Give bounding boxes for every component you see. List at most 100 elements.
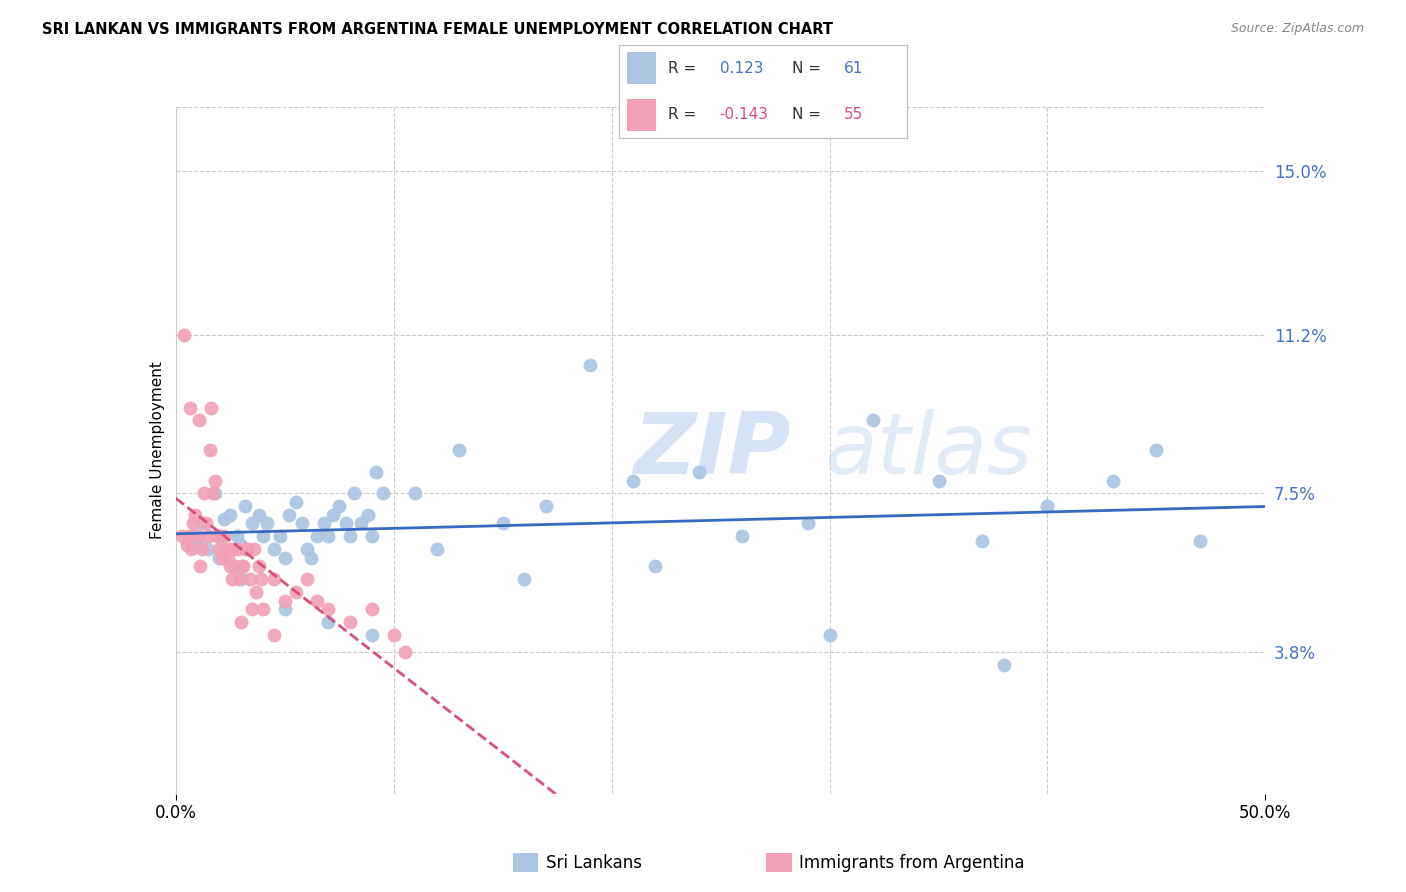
Point [818,628,841,642]
Text: Source: ZipAtlas.com: Source: ZipAtlas.com [1230,22,1364,36]
Point [193,486,215,500]
Point [426,542,449,557]
Point [197,529,219,543]
Text: atlas: atlas [824,409,1032,492]
Point [225,542,247,557]
Text: N =: N = [792,61,825,76]
Text: 0.123: 0.123 [720,61,763,76]
Point [181,516,204,531]
Point [212,529,235,543]
Text: Immigrants from Argentina: Immigrants from Argentina [799,854,1024,871]
Point [204,486,226,500]
Point [228,572,250,586]
Point [177,529,200,543]
Point [299,550,322,565]
Point [184,508,207,522]
Point [180,542,202,557]
Point [295,542,318,557]
Point [231,538,253,552]
Point [312,516,335,531]
Point [356,508,378,522]
Point [249,572,271,586]
Point [534,500,557,514]
Point [361,628,384,642]
Point [172,529,194,543]
Point [191,542,214,557]
Point [405,486,427,500]
Point [274,550,297,565]
Point [579,358,602,372]
Point [394,645,416,659]
Point [688,465,710,479]
Point [256,516,278,531]
Point [366,465,388,479]
Point [239,572,262,586]
Point [318,602,340,616]
Point [284,585,307,599]
Point [205,529,228,543]
Point [231,615,253,630]
Point [240,516,263,531]
Point [208,550,231,565]
Point [371,486,394,500]
Text: -0.143: -0.143 [720,107,769,122]
Point [217,550,239,565]
Point [198,443,221,458]
Point [208,542,231,557]
Point [225,529,247,543]
Point [269,529,291,543]
Bar [627,99,657,131]
Point [797,516,820,531]
Point [186,529,209,543]
Point [187,413,209,427]
Point [328,500,350,514]
Text: 61: 61 [844,61,863,76]
Point [245,585,267,599]
Point [252,602,274,616]
Point [252,529,274,543]
Point [972,533,994,548]
Point [339,615,361,630]
Point [274,593,297,607]
Text: R =: R = [668,61,700,76]
Text: SRI LANKAN VS IMMIGRANTS FROM ARGENTINA FEMALE UNEMPLOYMENT CORRELATION CHART: SRI LANKAN VS IMMIGRANTS FROM ARGENTINA … [42,22,834,37]
Point [307,529,329,543]
Point [263,572,285,586]
Point [862,413,884,427]
Point [212,512,235,526]
Point [232,559,254,574]
Point [731,529,754,543]
Point [284,495,307,509]
Point [263,542,285,557]
Point [201,486,224,500]
Point [1146,443,1168,458]
Text: Sri Lankans: Sri Lankans [546,854,641,871]
Point [188,559,211,574]
Point [173,327,195,342]
Point [492,516,515,531]
Point [307,593,329,607]
Point [1102,474,1125,488]
Point [247,559,270,574]
Point [291,516,314,531]
Point [191,516,214,531]
Text: N =: N = [792,107,825,122]
Point [179,401,201,415]
Point [209,529,232,543]
Point [235,500,257,514]
Point [447,443,470,458]
Point [195,516,218,531]
Point [219,508,242,522]
Point [644,559,666,574]
Point [231,559,253,574]
Point [382,628,405,642]
Bar [627,52,657,84]
Point [235,542,257,557]
Point [211,550,233,565]
Point [200,401,222,415]
Point [219,559,242,574]
Point [231,572,253,586]
Point [197,542,219,557]
Point [343,486,366,500]
Text: ZIP: ZIP [633,409,792,492]
